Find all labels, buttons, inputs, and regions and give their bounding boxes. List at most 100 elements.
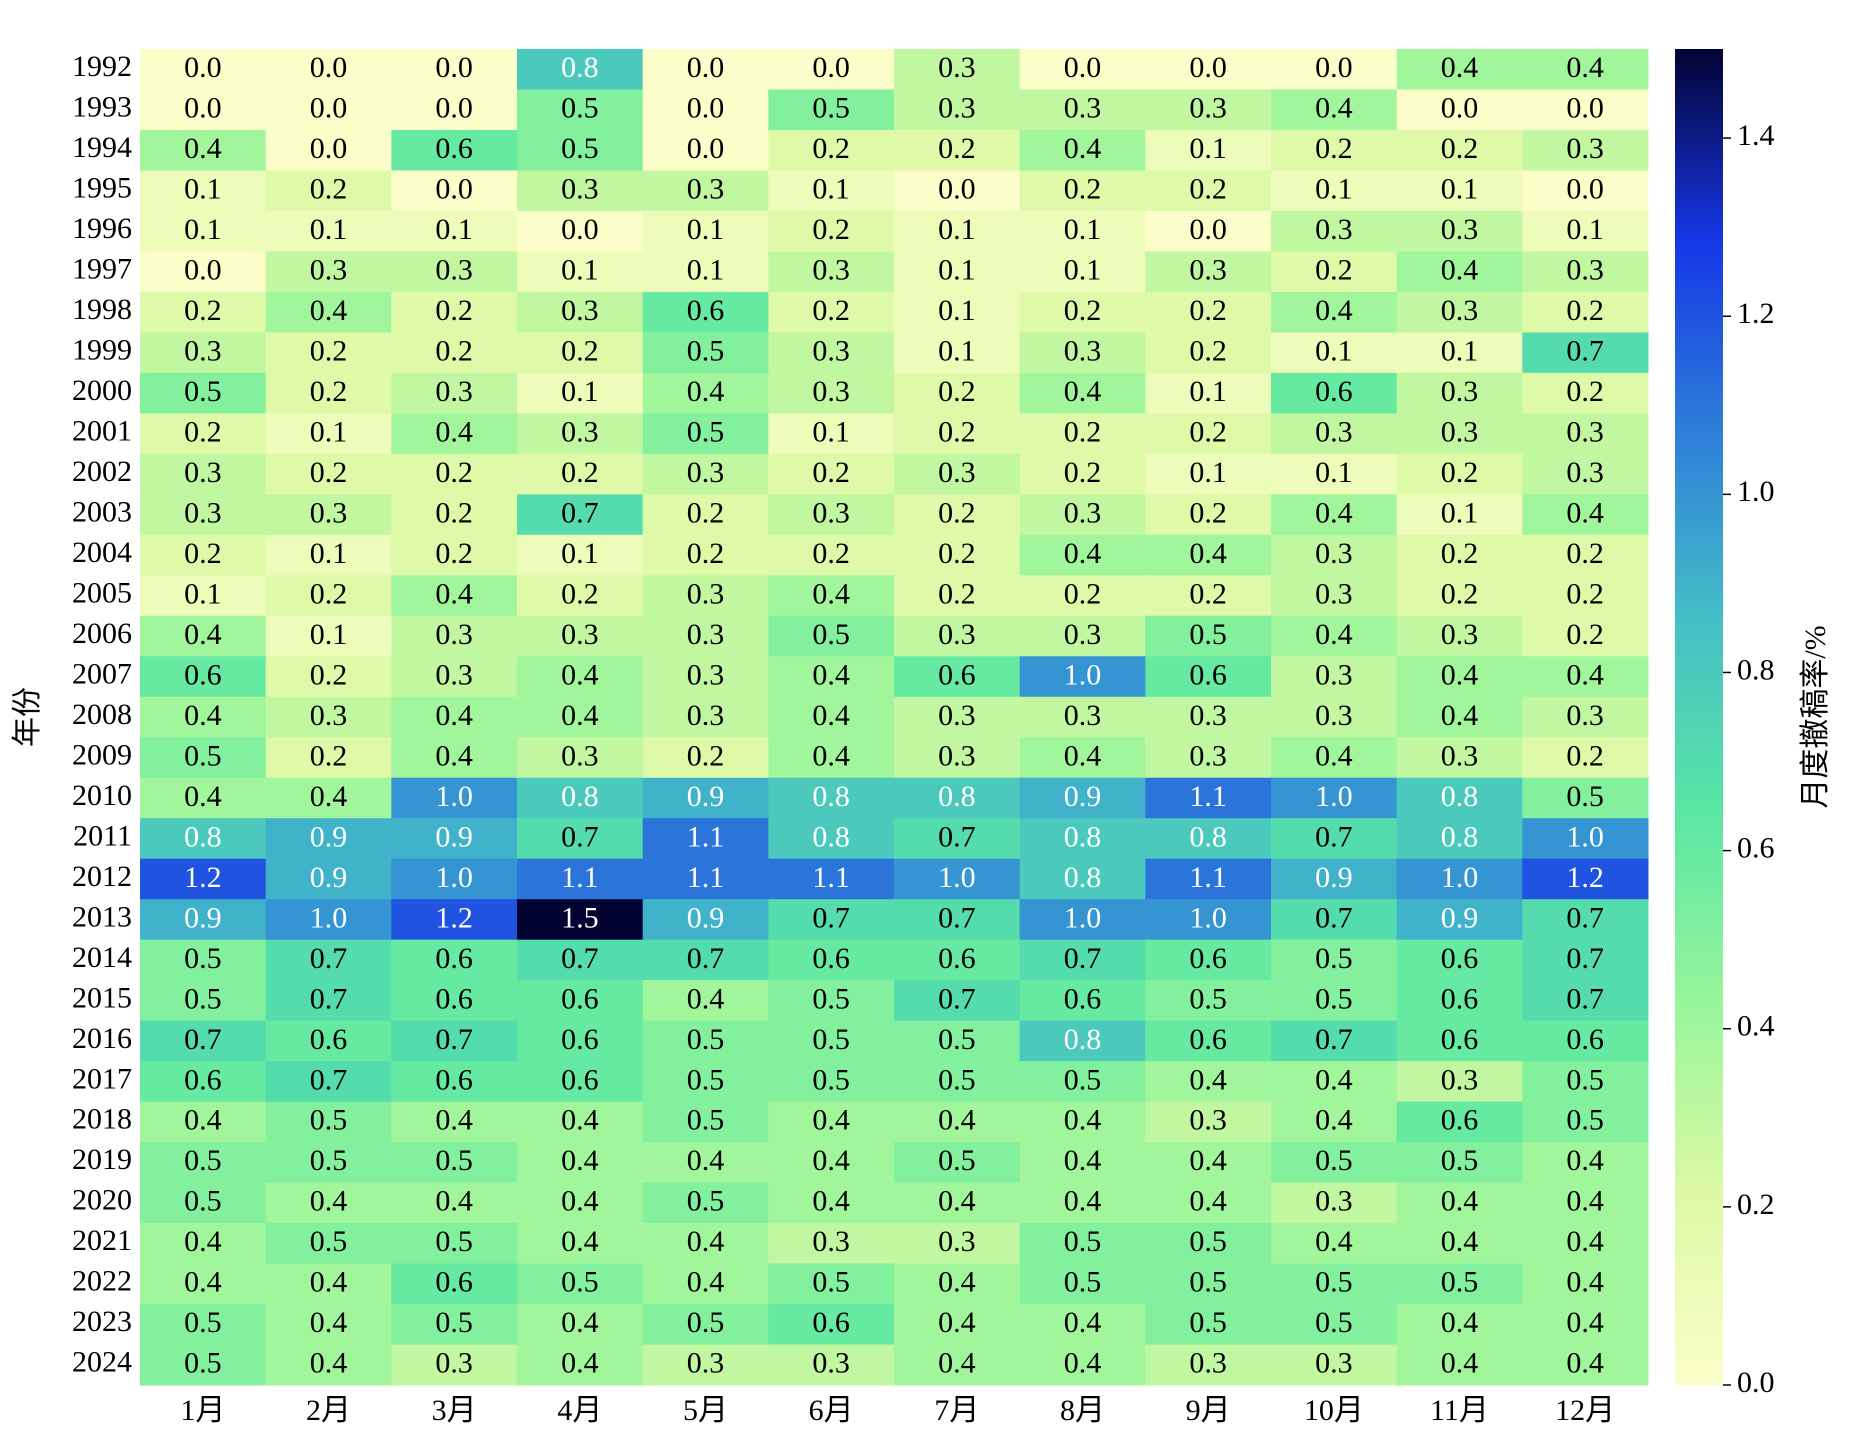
heatmap-cell (265, 1061, 392, 1103)
row-label: 2004 (72, 536, 132, 569)
heatmap-cell (391, 89, 518, 131)
heatmap-cell (1019, 534, 1146, 576)
cell-label: 0.4 (687, 1266, 725, 1299)
heatmap-cell (768, 1061, 895, 1103)
heatmap-cell (140, 696, 267, 738)
cell-label: 0.4 (812, 1185, 850, 1218)
heatmap-cell (1145, 534, 1272, 576)
cell-label: 0.0 (435, 92, 473, 125)
heatmap-cell (768, 1020, 895, 1062)
heatmap-cell (265, 899, 392, 941)
cell-label: 0.2 (1064, 577, 1102, 610)
heatmap-cell (642, 413, 769, 455)
cell-label: 0.1 (1189, 132, 1227, 165)
heatmap-cell (894, 291, 1021, 333)
heatmap-cell (894, 413, 1021, 455)
cell-label: 0.3 (1315, 1347, 1353, 1380)
heatmap-cell (265, 1101, 392, 1143)
cell-label: 1.1 (812, 861, 850, 894)
cell-label: 0.2 (1315, 132, 1353, 165)
heatmap-cell (1019, 1182, 1146, 1224)
heatmap-cell (1396, 858, 1523, 900)
heatmap-cell (265, 1304, 392, 1346)
heatmap-cell (1522, 1263, 1649, 1305)
heatmap-cell (517, 1304, 644, 1346)
row-label: 2012 (72, 860, 132, 893)
cell-label: 0.3 (435, 618, 473, 651)
heatmap-cell (391, 332, 518, 374)
cell-label: 0.4 (1064, 1306, 1102, 1339)
cell-label: 1.1 (687, 820, 725, 853)
heatmap-cell (1019, 1263, 1146, 1305)
cell-label: 0.7 (435, 1023, 473, 1056)
row-label: 2022 (72, 1265, 132, 1298)
heatmap-cell (1145, 89, 1272, 131)
cell-label: 0.2 (310, 173, 348, 206)
cell-label: 0.6 (184, 1063, 222, 1096)
cell-label: 0.5 (1566, 1104, 1604, 1137)
heatmap-cell (140, 1020, 267, 1062)
heatmap-cell (391, 1142, 518, 1184)
cell-label: 0.3 (435, 375, 473, 408)
cell-label: 0.5 (561, 1266, 599, 1299)
cell-label: 0.6 (184, 658, 222, 691)
cell-label: 0.0 (184, 92, 222, 125)
cell-label: 0.2 (1189, 294, 1227, 327)
cell-label: 0.2 (687, 496, 725, 529)
cell-label: 0.3 (184, 456, 222, 489)
cell-label: 0.5 (812, 1063, 850, 1096)
heatmap-cell (517, 939, 644, 981)
heatmap-cell (642, 737, 769, 779)
heatmap-cell (391, 1061, 518, 1103)
heatmap-cell (1396, 656, 1523, 698)
heatmap-cell (768, 1304, 895, 1346)
heatmap-cell (140, 575, 267, 617)
heatmap-cell (1145, 251, 1272, 293)
heatmap-cell (1396, 332, 1523, 374)
heatmap-cell (1019, 494, 1146, 536)
heatmap-cell (517, 170, 644, 212)
cell-label: 0.5 (1315, 982, 1353, 1015)
heatmap-cell (517, 372, 644, 414)
cell-label: 0.4 (687, 375, 725, 408)
heatmap-cell (1522, 129, 1649, 171)
cell-label: 0.3 (1441, 415, 1479, 448)
cell-label: 0.7 (310, 1063, 348, 1096)
heatmap-cell (1145, 939, 1272, 981)
heatmap-cell (391, 777, 518, 819)
heatmap-cell (1145, 494, 1272, 536)
heatmap-cell (1271, 1344, 1398, 1386)
heatmap-cell (517, 413, 644, 455)
heatmap-cell (265, 1020, 392, 1062)
cell-label: 0.4 (1315, 1104, 1353, 1137)
cell-label: 0.1 (1189, 456, 1227, 489)
cell-label: 0.2 (938, 132, 976, 165)
cell-label: 0.0 (812, 51, 850, 84)
row-label: 2005 (72, 576, 132, 609)
cell-label: 0.6 (1441, 942, 1479, 975)
cell-label: 0.4 (1064, 1347, 1102, 1380)
cell-label: 0.1 (1566, 213, 1604, 246)
cell-label: 0.5 (687, 1023, 725, 1056)
heatmap-cell (517, 980, 644, 1022)
cell-label: 0.4 (1315, 92, 1353, 125)
heatmap-cell (517, 1344, 644, 1386)
cell-label: 0.3 (938, 739, 976, 772)
cell-label: 0.3 (812, 496, 850, 529)
heatmap-cell (894, 696, 1021, 738)
x-tick-label: 3月 (432, 1394, 477, 1427)
cell-label: 0.3 (1566, 699, 1604, 732)
heatmap-cell (391, 858, 518, 900)
heatmap-cell (1271, 372, 1398, 414)
cell-label: 0.6 (561, 982, 599, 1015)
heatmap-cell (1271, 129, 1398, 171)
cell-label: 0.8 (1064, 820, 1102, 853)
heatmap-cell (642, 332, 769, 374)
heatmap-cell (1019, 129, 1146, 171)
heatmap-cell (1396, 1142, 1523, 1184)
cell-label: 0.2 (1064, 456, 1102, 489)
x-tick-label: 12月 (1555, 1394, 1615, 1427)
heatmap-cell (265, 49, 392, 90)
heatmap-cell (1271, 656, 1398, 698)
heatmap-cell (1396, 210, 1523, 252)
